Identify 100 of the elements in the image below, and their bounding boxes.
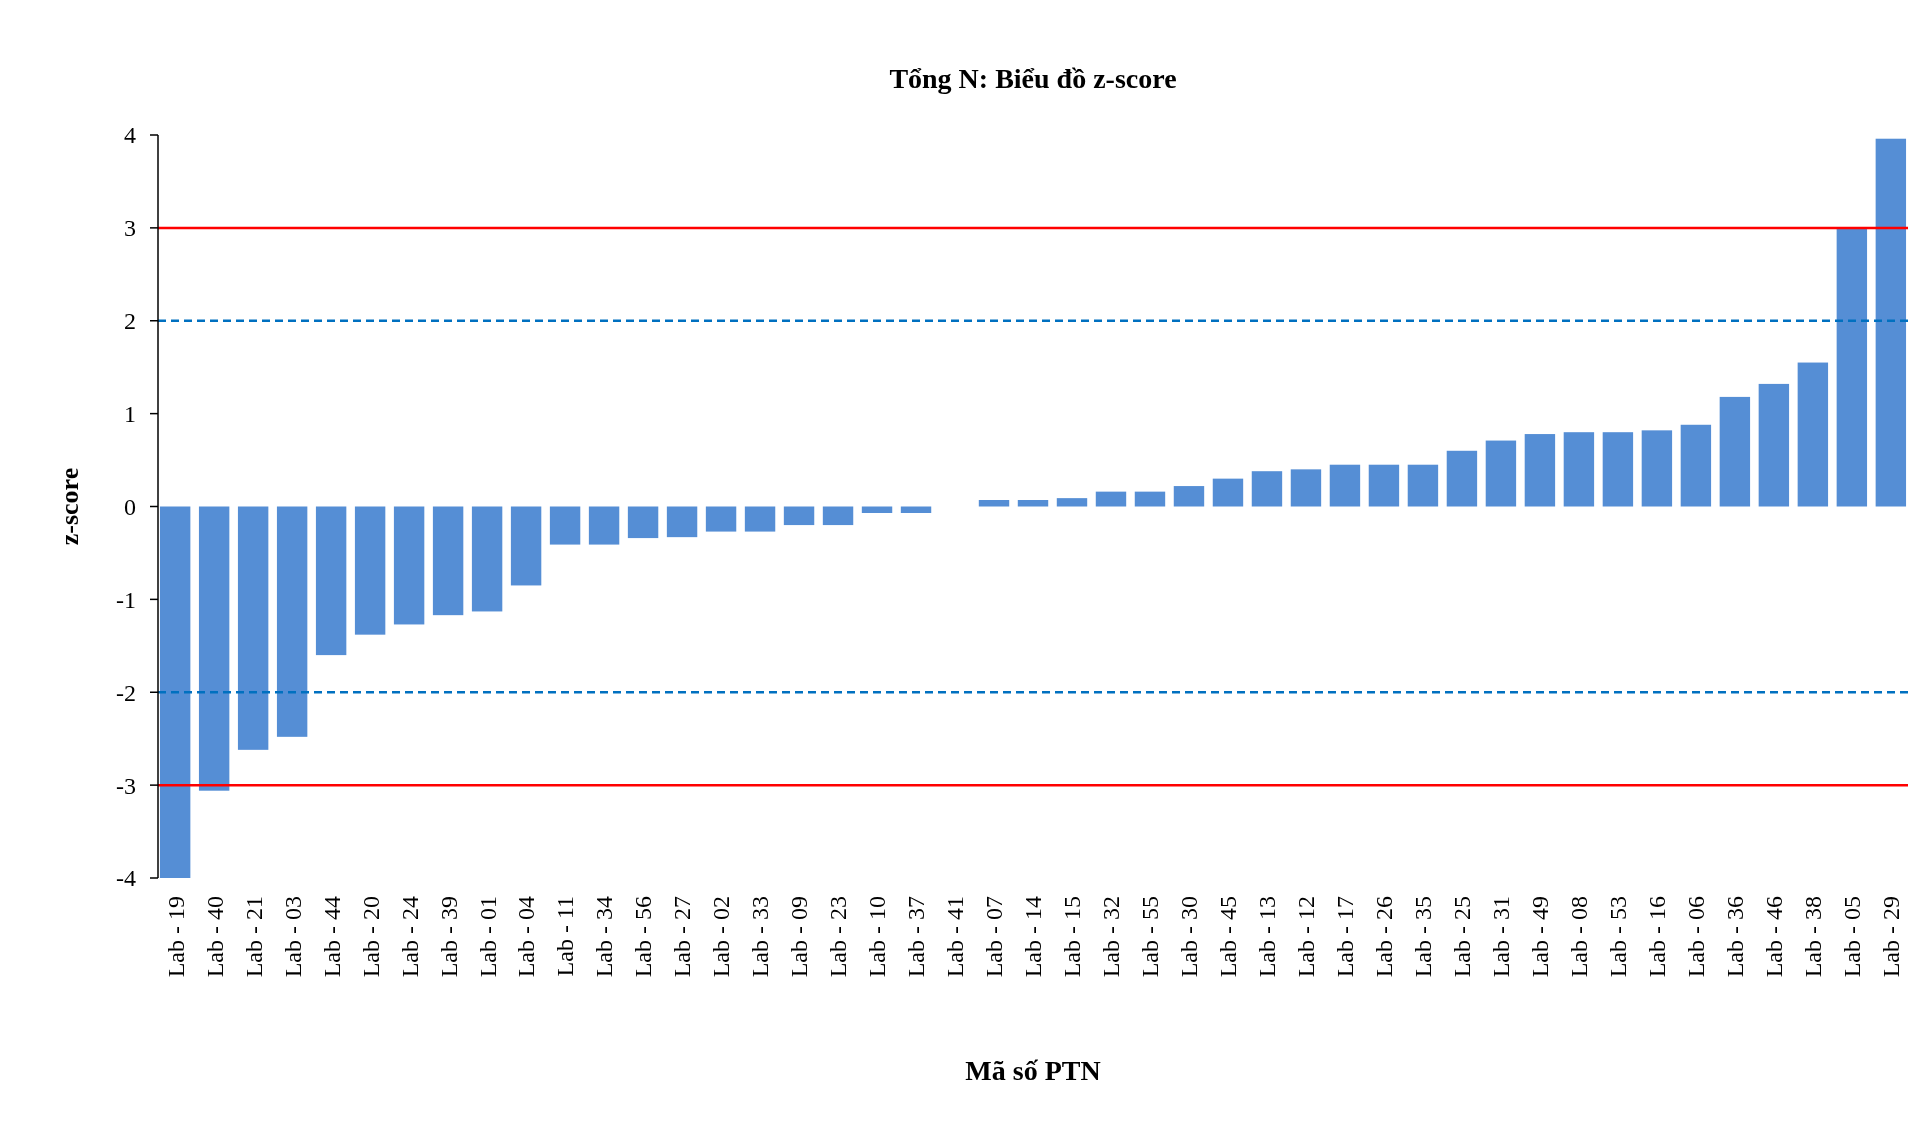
- bar: [237, 506, 269, 750]
- x-tick-label: Lab - 05: [1839, 896, 1866, 978]
- x-tick-label: Lab - 49: [1527, 896, 1554, 978]
- y-tick-label: 4: [124, 122, 136, 149]
- bar: [1173, 486, 1205, 507]
- bar: [822, 506, 854, 526]
- x-tick-label: Lab - 53: [1605, 896, 1632, 978]
- x-tick-label: Lab - 21: [240, 896, 267, 978]
- x-axis-title: Mã số PTN: [965, 1055, 1101, 1086]
- x-tick-label: Lab - 16: [1644, 896, 1671, 978]
- bar: [549, 506, 581, 545]
- x-tick-label: Lab - 37: [903, 896, 930, 978]
- bar: [1680, 424, 1712, 507]
- x-tick-label: Lab - 01: [474, 896, 501, 978]
- bar: [1017, 500, 1049, 507]
- x-tick-label: Lab - 08: [1566, 896, 1593, 978]
- bar: [1251, 471, 1283, 507]
- y-tick-label: 3: [124, 215, 136, 242]
- x-tick-label: Lab - 12: [1293, 896, 1320, 978]
- x-tick-label: Lab - 19: [162, 896, 189, 978]
- bar: [1134, 491, 1166, 507]
- bar: [1095, 491, 1127, 507]
- x-tick-label: Lab - 33: [747, 896, 774, 978]
- y-axis-title: z-score: [55, 467, 84, 546]
- y-tick-label: -3: [116, 772, 136, 799]
- x-tick-label: Lab - 25: [1449, 896, 1476, 978]
- x-tick-label: Lab - 17: [1332, 896, 1359, 978]
- bar: [1290, 469, 1322, 507]
- bar: [276, 506, 308, 737]
- bar: [627, 506, 659, 539]
- bar: [978, 500, 1010, 507]
- x-tick-label: Lab - 31: [1488, 896, 1515, 978]
- x-tick-label: Lab - 14: [1020, 896, 1047, 978]
- bar: [744, 506, 776, 532]
- x-tick-label: Lab - 41: [942, 896, 969, 978]
- bar: [315, 506, 347, 656]
- x-tick-label: Lab - 15: [1059, 896, 1086, 978]
- chart-title: Tổng N: Biểu đồ z-score: [889, 63, 1177, 94]
- x-tick-label: Lab - 46: [1761, 896, 1788, 978]
- x-tick-label: Lab - 38: [1800, 896, 1827, 978]
- x-tick-label: Lab - 56: [630, 896, 657, 978]
- bar: [354, 506, 386, 635]
- x-tick-label: Lab - 02: [708, 896, 735, 978]
- bar: [1875, 138, 1907, 507]
- x-tick-label: Lab - 29: [1878, 896, 1905, 978]
- x-tick-label: Lab - 24: [396, 896, 423, 978]
- y-tick-label: -2: [116, 679, 136, 706]
- x-tick-label: Lab - 39: [435, 896, 462, 978]
- x-tick-label: Lab - 20: [357, 896, 384, 978]
- bar: [783, 506, 815, 526]
- bar: [705, 506, 737, 532]
- bar: [1056, 498, 1088, 507]
- bar: [1485, 440, 1517, 507]
- bar: [1524, 434, 1556, 507]
- x-tick-label: Lab - 10: [864, 896, 891, 978]
- bar: [588, 506, 620, 545]
- x-tick-label: Lab - 44: [318, 896, 345, 978]
- bar: [1641, 430, 1673, 507]
- x-tick-label: Lab - 35: [1410, 896, 1437, 978]
- bar: [861, 506, 893, 513]
- bar: [198, 506, 230, 791]
- bar: [393, 506, 425, 625]
- x-tick-label: Lab - 06: [1683, 896, 1710, 978]
- y-tick-label: 0: [124, 493, 136, 520]
- x-tick-label: Lab - 45: [1215, 896, 1242, 978]
- y-tick-label: 1: [124, 401, 136, 428]
- bar: [1329, 464, 1361, 507]
- x-tick-label: Lab - 36: [1722, 896, 1749, 978]
- bar: [1602, 432, 1634, 507]
- bar: [1446, 450, 1478, 507]
- bar: [1368, 464, 1400, 507]
- x-tick-label: Lab - 34: [591, 896, 618, 978]
- x-tick-label: Lab - 11: [552, 896, 579, 977]
- x-tick-label: Lab - 23: [825, 896, 852, 978]
- bar: [666, 506, 698, 538]
- bar: [432, 506, 464, 616]
- x-tick-label: Lab - 07: [981, 896, 1008, 978]
- x-tick-label: Lab - 09: [786, 896, 813, 978]
- x-tick-label: Lab - 13: [1254, 896, 1281, 978]
- x-tick-label: Lab - 03: [279, 896, 306, 978]
- bar: [510, 506, 542, 586]
- x-tick-label: Lab - 27: [669, 896, 696, 978]
- bar: [1797, 362, 1829, 507]
- bar: [1719, 396, 1751, 507]
- bar: [471, 506, 503, 612]
- y-tick-label: 2: [124, 308, 136, 335]
- bar: [1407, 464, 1439, 507]
- bar: [900, 506, 932, 513]
- x-tick-label: Lab - 32: [1098, 896, 1125, 978]
- bar: [1758, 383, 1790, 507]
- x-tick-label: Lab - 55: [1137, 896, 1164, 978]
- x-tick-label: Lab - 30: [1176, 896, 1203, 978]
- bar: [159, 506, 191, 878]
- x-tick-label: Lab - 04: [513, 896, 540, 978]
- bar: [1212, 478, 1244, 507]
- bar: [1836, 227, 1868, 507]
- bar: [1563, 432, 1595, 507]
- x-tick-label: Lab - 26: [1371, 896, 1398, 978]
- x-tick-label: Lab - 40: [201, 896, 228, 978]
- y-tick-label: -4: [116, 865, 136, 892]
